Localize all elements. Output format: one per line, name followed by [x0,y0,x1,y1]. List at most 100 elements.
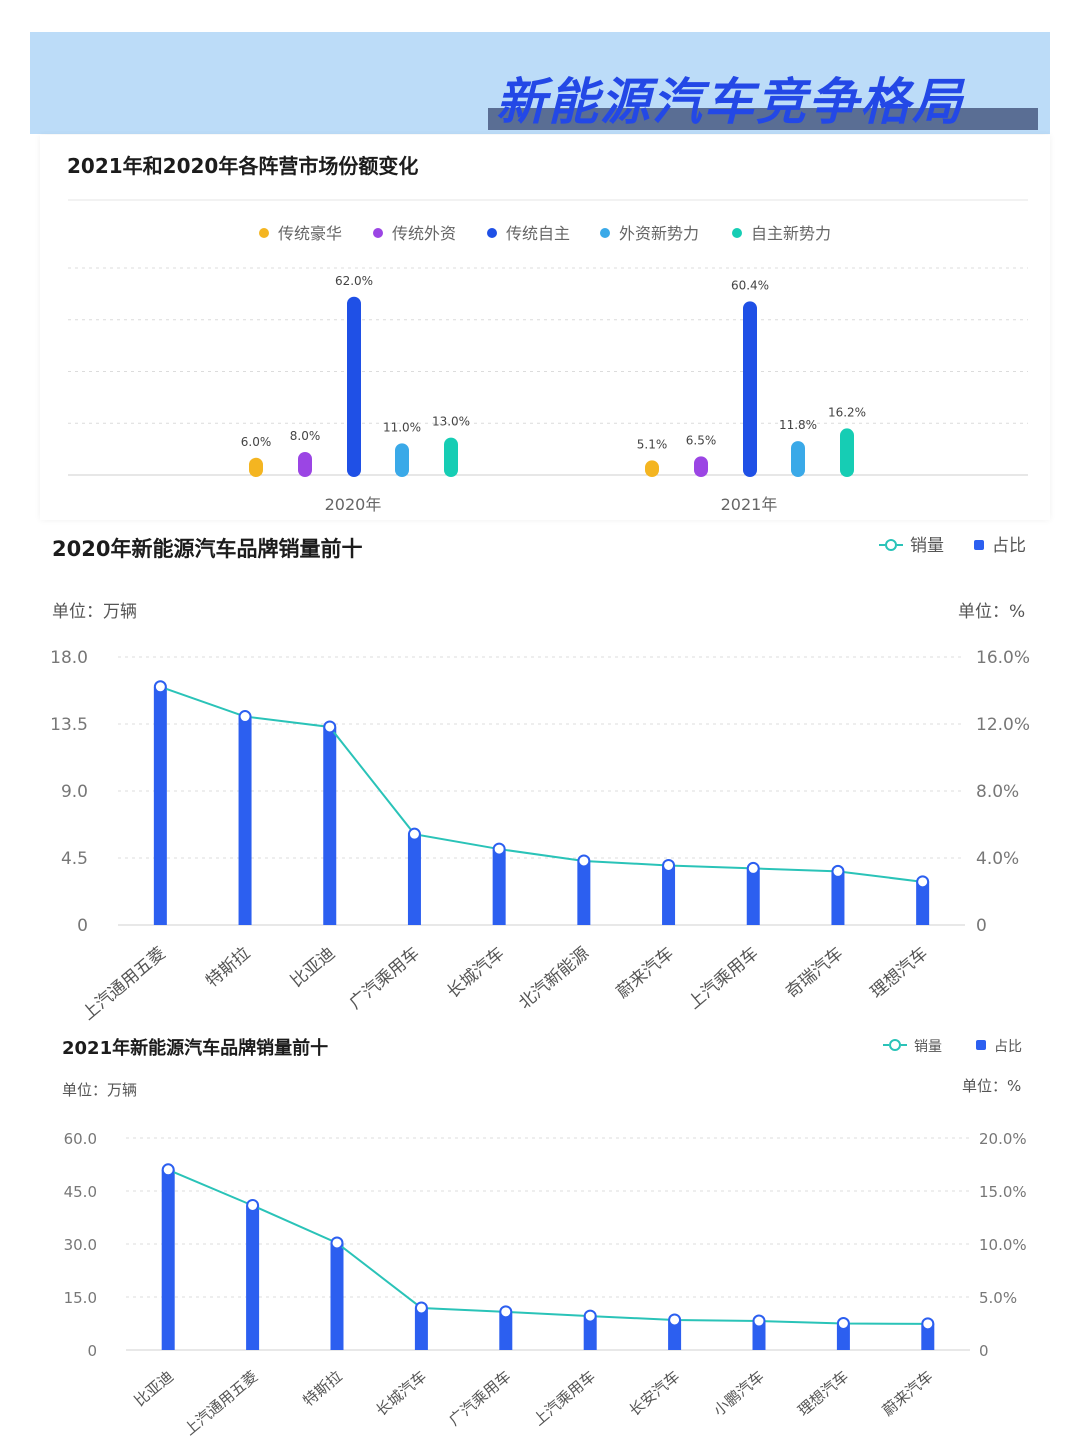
market-share-panel [40,135,1050,520]
chart1-data-label: 6.5% [686,433,717,447]
chart1-category-label: 2020年 [325,495,382,514]
chart2-sales-point [407,827,421,841]
chart3-left-tick: 45.0 [64,1183,97,1201]
chart1-data-label: 11.0% [383,420,421,434]
chart3-legend-bar-label: 占比 [994,1039,1022,1055]
chart2-category-label: 广汽乘用车 [346,944,424,1014]
chart2-right-tick: 0 [976,916,987,936]
chart3-right-unit: 单位：% [962,1077,1022,1095]
chart3-share-bar [836,1323,850,1350]
title-shadow-bar [488,108,1038,130]
chart2-left-unit: 单位：万辆 [52,602,137,622]
chart1-legend-label: 传统豪华 [278,224,342,243]
chart3-share-bar [752,1321,766,1350]
chart3-sales-point [414,1301,428,1315]
chart3-legend-line-marker [889,1039,901,1051]
chart2-share-bar [407,834,421,925]
chart3-sales-point [246,1198,260,1212]
chart1-bar [694,456,708,477]
chart3-sales-point [921,1317,935,1331]
chart1-category-label: 2021年 [721,495,778,514]
chart2-share-bar [746,868,760,925]
chart2-share-bar [662,864,676,925]
chart3-sales-point [836,1317,850,1330]
chart1-bar [395,443,409,477]
chart1-data-label: 60.4% [731,278,769,292]
chart2-left-tick: 18.0 [50,648,88,668]
chart1-data-label: 11.8% [779,418,817,432]
chart1-legend-marker [600,228,610,238]
chart2-sales-point [916,875,930,889]
chart2-category-label: 奇瑞汽车 [782,944,847,1003]
chart3-share-bar [499,1311,513,1350]
chart3-category-label: 广汽乘用车 [445,1367,514,1429]
chart3-sales-line [167,1168,928,1325]
chart1-legend-label: 外资新势力 [619,224,699,243]
chart1-data-label: 16.2% [828,405,866,419]
chart2-category-label: 蔚来汽车 [613,944,678,1003]
chart2-right-tick: 12.0% [976,715,1030,735]
chart3-category-label: 比亚迪 [131,1367,177,1410]
chart3-left-tick: 0 [87,1342,97,1360]
chart3-left-tick: 30.0 [64,1236,97,1254]
chart2-left-tick: 9.0 [61,782,88,802]
chart2-sales-point [662,858,676,872]
chart3-left-unit: 单位：万辆 [62,1081,138,1099]
chart3-sales-point [330,1236,344,1250]
chart1-legend-marker [373,228,383,238]
chart2-category-label: 比亚迪 [287,944,339,992]
chart1-bar [840,428,854,477]
chart3-share-bar [161,1169,175,1350]
chart1-legend-marker [732,228,742,238]
chart3-category-label: 长城汽车 [372,1367,430,1419]
chart3-right-tick: 5.0% [979,1289,1017,1307]
chart3-category-label: 理想汽车 [794,1367,852,1419]
chart2-sales-point [153,680,167,694]
chart2-category-label: 特斯拉 [202,944,254,992]
chart2-sales-point [831,864,845,878]
chart2-sales-point [492,842,506,856]
chart3-right-tick: 10.0% [979,1236,1027,1254]
chart1-legend-label: 传统自主 [506,224,570,243]
chart2-sales-point [746,861,760,875]
chart2-category-label: 北汽新能源 [515,944,593,1014]
chart3-share-bar [583,1316,597,1350]
chart3-sales-point [583,1309,597,1323]
chart2-legend-line-marker [885,539,897,551]
chart2-share-bar [831,871,845,925]
chart2-share-bar [153,687,167,925]
chart1-bar [645,460,659,477]
chart2-left-tick: 0 [77,916,88,936]
chart3-share-bar [921,1323,935,1350]
chart3-share-bar [330,1242,344,1350]
chart3-category-label: 上汽通用五菱 [181,1367,262,1439]
chart1-bar [743,301,757,477]
chart2-share-bar [492,849,506,925]
chart2-right-unit: 单位：% [958,602,1026,622]
chart1-bar [249,457,263,477]
chart2-sales-point [577,854,591,868]
chart2-left-tick: 4.5 [61,849,88,869]
chart3-category-label: 蔚来汽车 [879,1367,937,1419]
chart2-category-label: 长城汽车 [443,944,508,1003]
chart3-category-label: 上汽乘用车 [530,1367,599,1429]
chart2-right-tick: 16.0% [976,648,1030,668]
chart2-category-label: 上汽通用五菱 [79,944,170,1025]
chart1-legend-marker [259,228,269,238]
chart2-category-label: 理想汽车 [867,944,932,1003]
chart2-legend-bar-label: 占比 [992,536,1026,556]
chart3-legend-bar-marker [976,1040,986,1050]
chart1-bar [791,441,805,477]
chart3-sales-point [499,1305,513,1319]
chart2-right-tick: 8.0% [976,782,1019,802]
chart3-share-bar [246,1205,260,1350]
chart3-category-label: 长安汽车 [626,1367,684,1419]
chart2-legend-bar-marker [974,540,984,550]
chart2-right-tick: 4.0% [976,849,1019,869]
chart2-sales-point [323,720,337,734]
chart3-title: 2021年新能源汽车品牌销量前十 [62,1038,329,1059]
chart3-left-tick: 15.0 [64,1289,97,1307]
chart2-sales-line [160,685,923,883]
chart1-data-label: 6.0% [241,435,272,449]
